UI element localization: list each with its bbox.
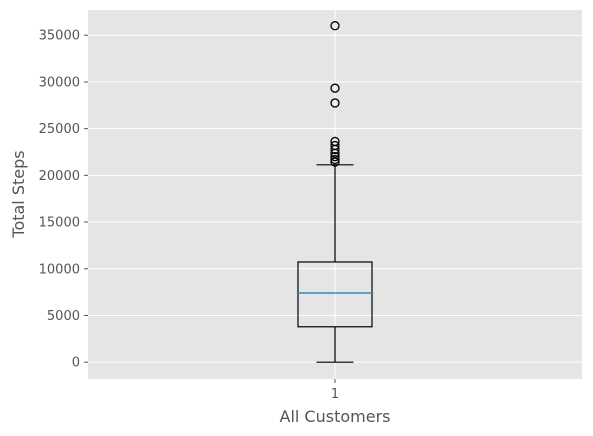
box-iqr	[297, 261, 373, 328]
outlier-point	[330, 98, 340, 108]
y-tick-label: 5000	[47, 309, 80, 324]
y-tick-label: 35000	[39, 29, 80, 44]
outlier-point	[330, 21, 340, 31]
y-tick-label: 15000	[39, 216, 80, 231]
x-axis-label: All Customers	[280, 407, 391, 426]
y-tick-label: 25000	[39, 122, 80, 137]
y-axis-ticks: 0 5000 10000 15000 20000 25000 30000 35000	[39, 29, 88, 371]
y-axis-label: Total Steps	[9, 150, 28, 238]
outlier-point	[330, 157, 340, 167]
y-tick-label: 20000	[39, 169, 80, 184]
y-tick-label: 30000	[39, 75, 80, 90]
x-axis-ticks: 1	[331, 379, 339, 402]
outlier-point	[330, 136, 340, 147]
x-tick-label: 1	[331, 387, 339, 402]
outlier-point	[330, 140, 340, 151]
grid-lines	[88, 10, 582, 379]
y-tick-label: 0	[72, 356, 80, 371]
outlier-point	[330, 154, 340, 165]
box-plot	[297, 21, 373, 363]
outlier-point	[330, 83, 340, 93]
y-tick-label: 10000	[39, 262, 80, 277]
outlier-point	[330, 152, 340, 162]
